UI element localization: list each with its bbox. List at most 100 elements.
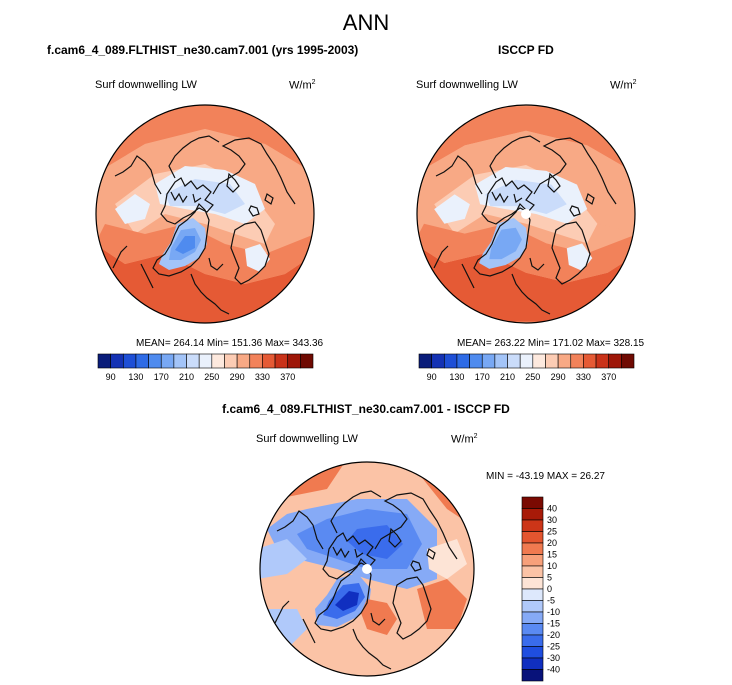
colorbar-swatch: [186, 353, 200, 369]
colorbar-tick-label: 370: [280, 372, 295, 382]
right-panel-variable: Surf downwelling LW: [416, 79, 518, 91]
difference-map-contour: [347, 525, 403, 559]
colorbar-tick-label: 30: [547, 515, 557, 525]
left-map-contour: [96, 129, 314, 234]
left-map-contour: [165, 179, 245, 214]
left-panel-units: W/m2: [289, 79, 316, 92]
colorbar-swatch: [274, 353, 289, 369]
colorbar-swatch: [443, 353, 458, 369]
right-map-contour: [417, 243, 635, 322]
colorbar-tick-label: 90: [427, 372, 437, 382]
right-map-contour: [566, 243, 593, 271]
colorbar-swatch: [521, 634, 544, 647]
colorbar-swatch: [521, 611, 544, 624]
colorbar-swatch: [521, 588, 544, 601]
colorbar-swatch: [521, 519, 544, 532]
difference-panel-variable: Surf downwelling LW: [256, 433, 358, 445]
colorbar-swatch: [236, 353, 251, 369]
colorbar-swatch: [135, 353, 149, 369]
colorbar-swatch: [521, 531, 544, 544]
colorbar-swatch: [494, 353, 508, 369]
left-map-field: [96, 105, 314, 323]
colorbar-swatch: [521, 623, 544, 636]
left-map-contour: [96, 244, 314, 323]
colorbar-swatch: [521, 669, 544, 682]
colorbar-swatch: [211, 353, 225, 369]
colorbar-swatch: [110, 353, 124, 369]
colorbar-tick-label: 25: [547, 527, 557, 537]
difference-map-contour: [260, 539, 307, 579]
colorbar-swatch: [173, 353, 187, 369]
colorbar-tick-label: -30: [547, 653, 560, 663]
right-panel-stats: MEAN= 263.22 Min= 171.02 Max= 328.15: [457, 338, 645, 349]
difference-map-contour: [417, 579, 467, 629]
colorbar-swatch: [557, 353, 572, 369]
colorbar-tick-label: 170: [154, 372, 169, 382]
colorbar-swatch: [532, 353, 546, 369]
colorbar-tick-label: 370: [601, 372, 616, 382]
difference-map-contour: [427, 539, 467, 579]
colorbar-swatch: [160, 353, 175, 369]
colorbar-tick-label: -20: [547, 630, 560, 640]
colorbar-swatch: [481, 353, 496, 369]
difference-map-contour: [335, 591, 359, 611]
colorbar-swatch: [122, 353, 137, 369]
left-map: [95, 104, 315, 324]
right-map-contour: [417, 106, 635, 175]
left-map-contour: [245, 244, 270, 272]
colorbar-swatch: [507, 353, 521, 369]
colorbar-swatch: [570, 353, 584, 369]
colorbar-swatch: [469, 353, 483, 369]
right-panel-case-title: ISCCP FD: [498, 43, 554, 57]
difference-map: [259, 461, 475, 677]
colorbar-tick-label: 15: [547, 550, 557, 560]
colorbar-swatch: [456, 353, 470, 369]
figure-title: ANN: [342, 10, 390, 35]
colorbar-tick-label: -25: [547, 642, 560, 652]
colorbar-swatch: [583, 353, 597, 369]
colorbar-swatch: [521, 496, 544, 509]
colorbar-swatch: [249, 353, 263, 369]
colorbar-swatch: [595, 353, 610, 369]
colorbar-tick-label: 130: [449, 372, 464, 382]
left-panel-stats: MEAN= 264.14 Min= 151.36 Max= 343.36: [136, 338, 324, 349]
colorbar-tick-label: -40: [547, 665, 560, 675]
colorbar-tick-label: -10: [547, 607, 560, 617]
colorbar-tick-label: 90: [106, 372, 116, 382]
colorbar-tick-label: 210: [179, 372, 194, 382]
difference-panel-stats: MIN = -43.19 MAX = 26.27: [486, 471, 605, 482]
right-map-contour: [485, 179, 567, 214]
left-panel-case-title: f.cam6_4_089.FLTHIST_ne30.cam7.001 (yrs …: [47, 43, 359, 57]
colorbar-swatch: [431, 353, 445, 369]
colorbar-tick-label: 5: [547, 573, 552, 583]
colorbar-swatch: [300, 353, 314, 369]
colorbar-swatch: [198, 353, 213, 369]
colorbar-swatch: [521, 646, 544, 659]
colorbar-swatch: [521, 508, 544, 521]
colorbar-tick-label: 130: [128, 372, 143, 382]
colorbar-tick-label: 10: [547, 561, 557, 571]
right-map-contour: [489, 227, 522, 260]
colorbar-tick-label: 20: [547, 538, 557, 548]
colorbar-swatch: [545, 353, 559, 369]
colorbar-tick-label: -5: [547, 596, 555, 606]
colorbar-swatch: [224, 353, 238, 369]
right-map-contour: [417, 130, 635, 234]
difference-panel-title: f.cam6_4_089.FLTHIST_ne30.cam7.001 - ISC…: [222, 402, 510, 416]
right-colorbar: 90 130 170 210 250 290 330 370: [418, 353, 635, 382]
colorbar-tick-label: 250: [525, 372, 540, 382]
colorbar-swatch: [519, 353, 534, 369]
left-map-contour: [175, 236, 195, 254]
colorbar-swatch: [148, 353, 162, 369]
colorbar-tick-label: 330: [576, 372, 591, 382]
right-panel-units: W/m2: [610, 79, 637, 92]
difference-panel-units: W/m2: [451, 433, 478, 446]
colorbar-tick-label: 210: [500, 372, 515, 382]
colorbar-swatch: [287, 353, 301, 369]
colorbar-swatch: [521, 554, 544, 567]
left-map-contour: [115, 194, 150, 224]
colorbar-tick-label: 330: [255, 372, 270, 382]
right-map-pole-mask: [521, 209, 531, 219]
